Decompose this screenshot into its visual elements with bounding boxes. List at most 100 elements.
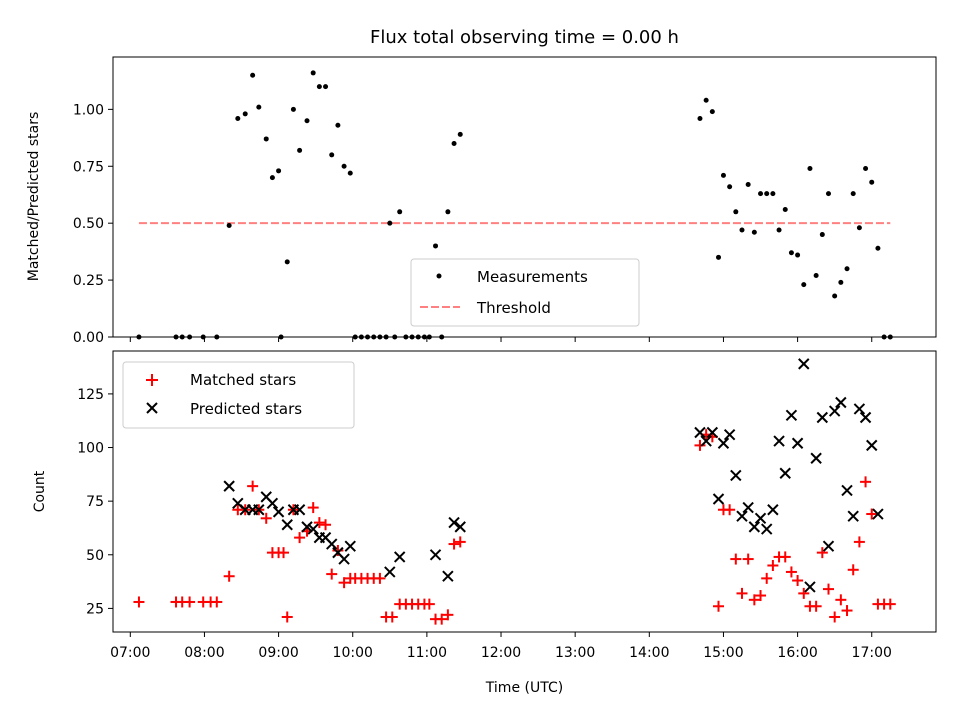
measurement-point xyxy=(838,279,844,285)
bottom-x-tick-label: 09:00 xyxy=(258,645,298,661)
matched-star-point xyxy=(755,590,767,602)
matched-star-point xyxy=(822,583,834,595)
bottom-y-axis-label: Count xyxy=(32,470,48,512)
measurement-point xyxy=(269,175,275,181)
measurement-point xyxy=(335,122,341,128)
bottom-y-axis: 25 50 75 100 125 xyxy=(77,387,113,617)
matched-star-point xyxy=(847,564,859,576)
predicted-star-point xyxy=(730,469,742,482)
predicted-star-point xyxy=(454,521,466,533)
matched-star-point xyxy=(761,572,773,584)
top-y-tick-label: 0.25 xyxy=(73,273,104,289)
predicted-star-point xyxy=(742,501,754,514)
matched-star-point xyxy=(326,568,338,580)
matched-star-point xyxy=(442,609,454,621)
measurement-point xyxy=(297,147,303,153)
predicted-star-point xyxy=(853,403,866,415)
bottom-x-axis: 07:00 08:00 09:00 10:00 11:00 12:00 13:00 14:00… xyxy=(110,632,892,661)
measurement-point xyxy=(250,72,256,78)
predicted-star-point xyxy=(748,521,761,533)
measurement-point xyxy=(703,97,709,103)
predicted-star-point xyxy=(779,467,791,479)
matched-star-point xyxy=(748,594,760,606)
measurement-point xyxy=(875,245,881,251)
bottom-x-tick-label: 11:00 xyxy=(407,645,447,661)
predicted-star-point xyxy=(448,516,460,529)
measurement-point xyxy=(807,166,813,172)
measurement-point xyxy=(457,131,463,137)
measurement-point xyxy=(341,163,347,169)
matched-star-point xyxy=(816,547,828,559)
predicted-star-point xyxy=(384,566,396,578)
matched-star-point xyxy=(730,553,742,565)
bottom-x-tick-label: 14:00 xyxy=(629,645,669,661)
matched-star-point xyxy=(374,572,386,584)
predicted-star-point xyxy=(791,437,804,449)
top-legend-box xyxy=(410,258,640,327)
top-y-tick-label: 0.75 xyxy=(73,159,104,175)
predicted-star-point xyxy=(822,540,835,552)
predicted-star-point xyxy=(816,411,829,424)
matched-star-point xyxy=(742,553,754,565)
measurement-point xyxy=(770,191,776,197)
matched-star-point xyxy=(448,538,460,550)
predicted-star-point xyxy=(301,521,313,533)
predicted-star-point xyxy=(293,504,306,516)
matched-star-point xyxy=(423,598,435,610)
predicted-star-point xyxy=(872,508,884,520)
measurement-point xyxy=(276,168,282,174)
measurement-point xyxy=(256,104,262,110)
measurement-point xyxy=(329,152,335,158)
matched-star-point xyxy=(320,519,332,531)
predicted-star-point xyxy=(694,426,706,439)
matched-star-point xyxy=(866,508,878,520)
measurement-point xyxy=(782,207,788,213)
bottom-x-tick-label: 07:00 xyxy=(110,645,150,661)
top-y-axis: 0.00 0.25 0.50 0.75 1.00 xyxy=(73,102,113,346)
measurement-point xyxy=(801,282,807,288)
predicted-star-point xyxy=(442,570,454,582)
measurement-point xyxy=(751,229,757,235)
bottom-legend: Matched stars Predicted stars xyxy=(122,361,355,429)
matched-star-point xyxy=(223,570,235,582)
bottom-y-tick-label: 50 xyxy=(86,548,104,564)
measurement-point xyxy=(323,84,329,90)
predicted-star-point xyxy=(847,510,859,522)
bottom-axes-frame xyxy=(112,350,937,633)
predicted-star-point xyxy=(798,358,810,370)
predicted-star-point xyxy=(281,519,293,531)
measurement-point xyxy=(397,209,403,215)
predicted-star-point xyxy=(810,452,822,464)
matched-star-point xyxy=(785,566,797,578)
measurement-point xyxy=(733,209,739,215)
predicted-star-point xyxy=(344,540,356,552)
matched-star-point xyxy=(338,577,350,589)
bottom-x-axis-label: Time (UTC) xyxy=(485,680,563,696)
legend-matched-stars-label: Matched stars xyxy=(190,371,296,389)
matched-star-point xyxy=(313,517,325,529)
matched-star-point xyxy=(736,587,748,599)
measurement-point xyxy=(813,273,819,279)
predicted-star-point xyxy=(253,504,265,516)
bottom-x-tick-label: 17:00 xyxy=(852,645,892,661)
matched-star-point xyxy=(835,594,847,606)
measurement-point xyxy=(445,209,451,215)
matched-star-point xyxy=(133,596,145,608)
measurement-point xyxy=(795,252,801,258)
matched-star-point xyxy=(332,544,344,556)
matched-star-point xyxy=(386,611,398,623)
predicted-star-point xyxy=(866,439,878,452)
bottom-y-tick-label: 25 xyxy=(86,601,104,617)
bottom-plot-area xyxy=(133,358,896,625)
measurement-point xyxy=(869,179,875,185)
matched-star-point xyxy=(294,532,306,544)
matched-star-point xyxy=(884,598,896,610)
predicted-star-point xyxy=(804,581,816,593)
measurement-point xyxy=(856,225,862,231)
measurement-point xyxy=(819,232,825,238)
top-y-axis-label: Matched/Predicted stars xyxy=(26,112,42,282)
legend-matched-stars-marker xyxy=(146,374,158,386)
bottom-y-tick-label: 125 xyxy=(77,387,104,403)
predicted-star-point xyxy=(272,506,285,518)
